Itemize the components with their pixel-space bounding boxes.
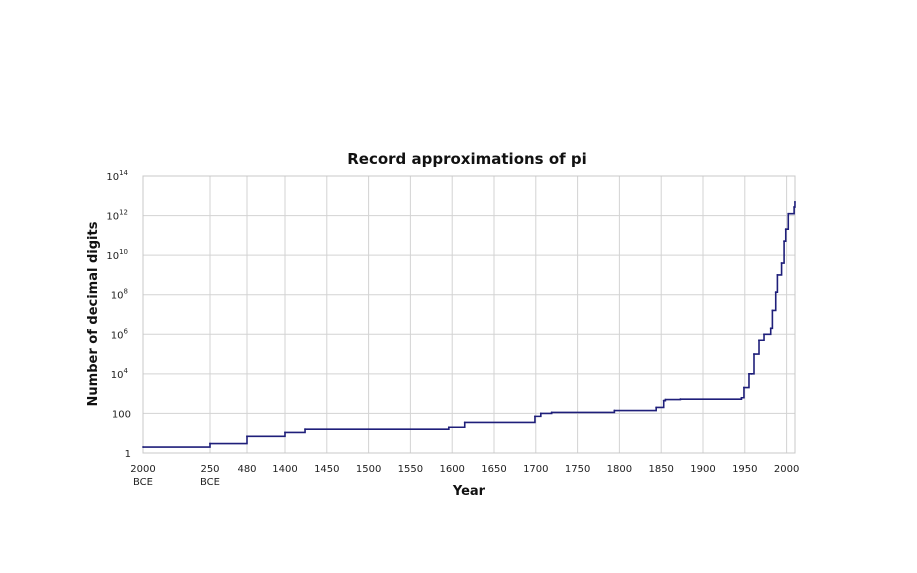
record-point (447, 426, 450, 429)
record-point (655, 406, 658, 409)
chart-title: Record approximations of pi (347, 150, 587, 168)
x-tick-label: 1650 (481, 464, 506, 475)
record-point (209, 442, 211, 445)
x-tick-label: 1400 (272, 464, 297, 475)
y-tick-label: 1014 (106, 169, 128, 183)
record-point (664, 398, 667, 401)
record-point (304, 428, 306, 431)
y-tick-exponent: 8 (124, 288, 128, 296)
x-tick-label: BCE (133, 477, 153, 488)
record-point (679, 398, 682, 401)
x-tick-label: 2000 (130, 464, 155, 475)
y-tick-label: 1010 (106, 248, 128, 262)
record-point (787, 212, 790, 215)
record-point (539, 412, 542, 415)
y-tick-label: 1012 (106, 209, 128, 223)
record-point (753, 353, 755, 355)
y-axis-label: Number of decimal digits (86, 221, 101, 406)
record-point (771, 309, 774, 312)
record-point (246, 435, 248, 438)
x-axis-ticks: 2000 BCE 250 BCE 480 1400 1450 1500 1550 1600 1650… (130, 464, 799, 488)
y-tick-exponent: 10 (119, 248, 128, 256)
grid (142, 175, 795, 454)
record-point (794, 200, 796, 203)
x-tick-label: 1450 (314, 464, 339, 475)
record-point (774, 291, 777, 294)
y-tick-base: 10 (106, 212, 119, 223)
y-tick-base: 10 (106, 251, 119, 262)
x-tick-label: 1850 (648, 464, 673, 475)
y-tick-label: 108 (111, 288, 128, 302)
y-tick-exponent: 12 (119, 209, 128, 217)
record-point (463, 421, 466, 424)
record-point (780, 262, 783, 264)
record-point (662, 399, 665, 402)
y-tick-label: 100 (112, 409, 131, 420)
y-tick-label: 104 (111, 367, 129, 381)
record-point (550, 411, 553, 414)
record-point (284, 431, 286, 434)
record-point (763, 333, 765, 336)
x-tick-label: 1800 (607, 464, 632, 475)
x-tick-label: 1600 (439, 464, 464, 475)
x-tick-label: 1500 (356, 464, 381, 475)
record-point (613, 409, 616, 412)
x-tick-label: 480 (237, 464, 256, 475)
record-point (748, 372, 750, 375)
x-tick-label: 1700 (523, 464, 548, 475)
y-tick-label: 1 (125, 449, 131, 460)
record-point (783, 240, 785, 243)
series-line (143, 201, 796, 448)
y-tick-exponent: 14 (119, 169, 128, 177)
x-tick-label: 1950 (732, 464, 757, 475)
y-tick-label: 106 (111, 327, 129, 341)
x-tick-label: BCE (200, 477, 220, 488)
x-tick-label: 250 (200, 464, 219, 475)
record-point (750, 372, 753, 375)
y-tick-base: 10 (106, 172, 119, 183)
record-point (758, 339, 760, 342)
y-tick-base: 10 (111, 291, 124, 302)
record-point (776, 274, 779, 276)
record-point (740, 396, 743, 399)
plot-frame (142, 175, 796, 454)
y-tick-exponent: 4 (124, 367, 129, 375)
record-point (142, 446, 144, 448)
record-point (534, 415, 536, 418)
record-point (769, 327, 772, 330)
record-point (743, 386, 745, 389)
y-tick-base: 10 (111, 330, 124, 341)
x-tick-label: 1900 (690, 464, 715, 475)
record-point (784, 228, 787, 231)
x-tick-label: 2000 (774, 464, 799, 475)
x-tick-label: 1750 (565, 464, 590, 475)
y-tick-base: 10 (111, 370, 124, 381)
record-point (793, 206, 796, 208)
x-tick-label: 1550 (398, 464, 423, 475)
y-tick-exponent: 6 (124, 327, 129, 335)
x-axis-label: Year (452, 484, 486, 499)
series-layer (142, 200, 796, 448)
